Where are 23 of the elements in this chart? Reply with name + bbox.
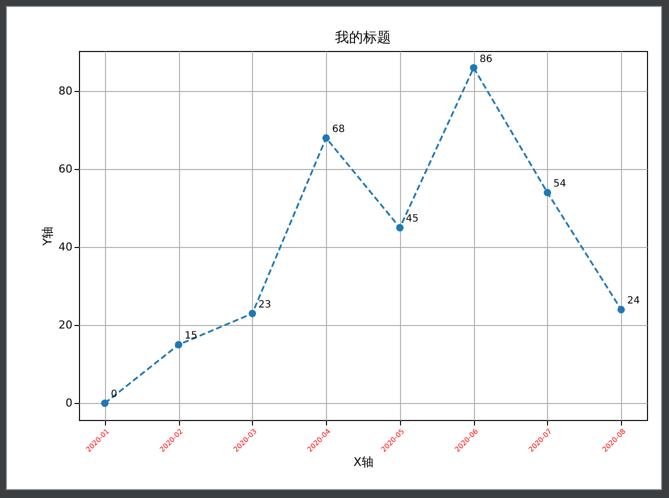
- data-label: 86: [480, 54, 492, 65]
- data-label: 24: [627, 296, 640, 307]
- y-tick-label: 0: [66, 396, 72, 410]
- data-label: 15: [184, 330, 198, 342]
- y-tick-label: 60: [58, 162, 72, 176]
- point: [248, 310, 256, 318]
- y-tick-label: 80: [58, 84, 72, 98]
- x-axis-title: X轴: [353, 455, 374, 470]
- point: [396, 224, 404, 232]
- point: [470, 64, 478, 72]
- data-label: 23: [258, 300, 272, 311]
- data-label: 45: [406, 214, 419, 225]
- point: [544, 188, 552, 196]
- y-axis-title: Y轴: [40, 226, 55, 247]
- chart-title: 我的标题: [335, 30, 391, 46]
- data-label: 54: [553, 178, 566, 190]
- point: [617, 306, 625, 314]
- point: [322, 134, 330, 142]
- y-tick-label: 40: [58, 240, 72, 254]
- point: [174, 341, 182, 348]
- y-tick-label: 20: [58, 318, 72, 332]
- point: [101, 400, 109, 407]
- data-label: 68: [332, 124, 345, 135]
